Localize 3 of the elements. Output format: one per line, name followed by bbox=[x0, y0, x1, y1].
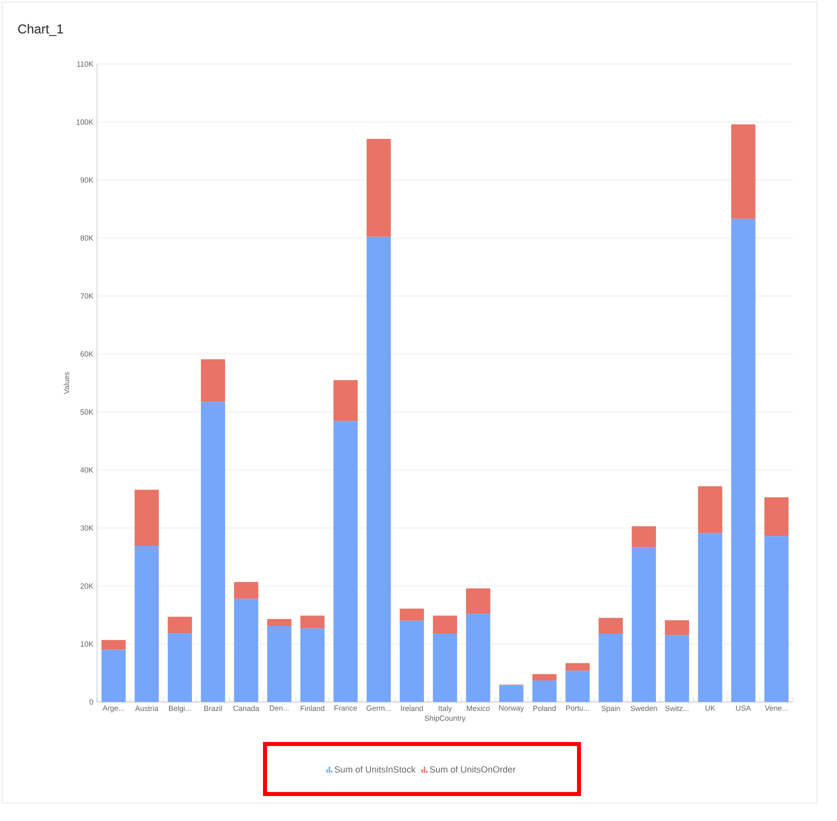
legend-label: Sum of UnitsOnOrder bbox=[430, 766, 516, 773]
chart-title: Chart_1 bbox=[18, 24, 63, 36]
legend-label: Sum of UnitsInStock bbox=[334, 766, 416, 773]
